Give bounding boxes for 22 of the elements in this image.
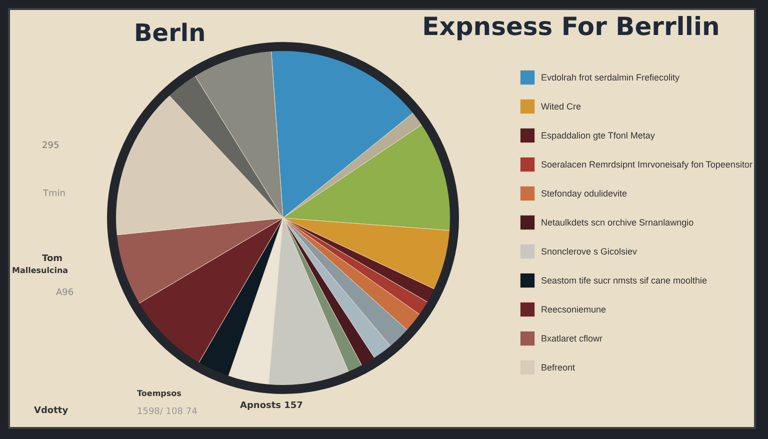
- legend-label: Bxatlaret cflowr: [541, 334, 603, 344]
- legend-label: Seastom tife sucr nmsts sif cane moolthie: [541, 276, 708, 286]
- text: Toempsos: [137, 389, 182, 398]
- text: Apnosts 157: [240, 401, 303, 411]
- legend-label: Befreont: [541, 362, 576, 372]
- legend-label: Evdolrah frot serdalmin Frefiecolity: [541, 72, 680, 82]
- legend-label: Wited Cre: [541, 102, 582, 112]
- text: 1598/ 108 74: [137, 407, 198, 417]
- text: 295: [42, 141, 60, 151]
- legend-label: Reecsoniemune: [541, 304, 606, 314]
- text: Vdotty: [34, 406, 68, 416]
- text: Mallesulcina: [12, 266, 68, 275]
- text: Berln: [134, 19, 206, 47]
- text: A96: [56, 288, 74, 298]
- text: Tom: [42, 254, 63, 264]
- text: Tmin: [42, 189, 66, 199]
- legend-label: Stefonday odulidevite: [541, 188, 628, 198]
- legend-label: Soeralacen Remrdsipnt Imrvoneisafy fon Topeensitor: [541, 160, 752, 170]
- chart-title: Expnsess For Berrllin: [422, 12, 720, 41]
- legend-label: Netaulkdets scn orchive Srnanlawngio: [541, 218, 694, 228]
- legend-label: Espaddalion gte Tfonl Metay: [541, 130, 656, 140]
- legend-label: Snonclerove s Gicolsiev: [541, 246, 638, 256]
